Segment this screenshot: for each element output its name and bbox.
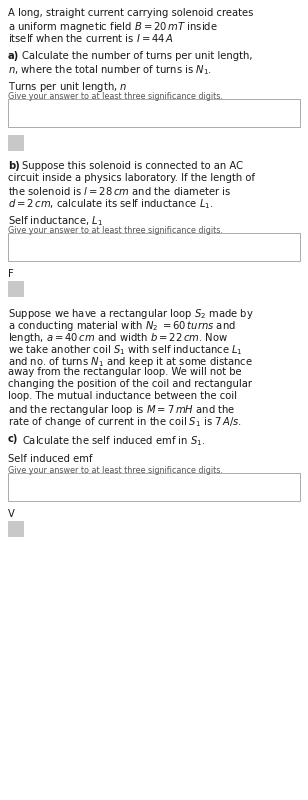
Text: a): a) xyxy=(8,51,19,62)
FancyBboxPatch shape xyxy=(8,473,300,501)
Text: away from the rectangular loop. We will not be: away from the rectangular loop. We will … xyxy=(8,367,241,378)
FancyBboxPatch shape xyxy=(8,234,300,261)
Text: Calculate the self induced emf in $S_1$.: Calculate the self induced emf in $S_1$. xyxy=(22,434,205,448)
Text: b): b) xyxy=(8,162,20,171)
Text: Suppose we have a rectangular loop $S_2$ made by: Suppose we have a rectangular loop $S_2$… xyxy=(8,307,254,321)
Text: Give your answer to at least three significance digits.: Give your answer to at least three signi… xyxy=(8,92,223,101)
Text: length, $a = 40\,cm$ and width $b = 22\,cm$. Now: length, $a = 40\,cm$ and width $b = 22\,… xyxy=(8,331,228,346)
FancyBboxPatch shape xyxy=(8,99,300,127)
Text: Self induced emf: Self induced emf xyxy=(8,454,92,463)
Text: rate of change of current in the coil $S_1$ is $7\,A/s$.: rate of change of current in the coil $S… xyxy=(8,415,242,429)
Text: the solenoid is $l = 28\,cm$ and the diameter is: the solenoid is $l = 28\,cm$ and the dia… xyxy=(8,186,231,198)
Text: and the rectangular loop is $M = 7\,mH$ and the: and the rectangular loop is $M = 7\,mH$ … xyxy=(8,403,236,418)
Text: $d = 2\,cm$, calculate its self inductance $L_1$.: $d = 2\,cm$, calculate its self inductan… xyxy=(8,198,213,211)
Text: V: V xyxy=(8,509,15,518)
FancyBboxPatch shape xyxy=(8,135,24,151)
Text: Give your answer to at least three significance digits.: Give your answer to at least three signi… xyxy=(8,226,223,235)
Text: Self inductance, $L_1$: Self inductance, $L_1$ xyxy=(8,214,103,228)
Text: circuit inside a physics laboratory. If the length of: circuit inside a physics laboratory. If … xyxy=(8,174,255,183)
Text: changing the position of the coil and rectangular: changing the position of the coil and re… xyxy=(8,379,252,389)
Text: Turns per unit length, $n$: Turns per unit length, $n$ xyxy=(8,80,128,94)
Text: and no. of turns $N_1$ and keep it at some distance: and no. of turns $N_1$ and keep it at so… xyxy=(8,355,253,370)
Text: we take another coil $S_1$ with self inductance $L_1$: we take another coil $S_1$ with self ind… xyxy=(8,343,243,357)
Text: c): c) xyxy=(8,434,18,444)
Text: Calculate the number of turns per unit length,: Calculate the number of turns per unit l… xyxy=(22,51,253,62)
Text: loop. The mutual inductance between the coil: loop. The mutual inductance between the … xyxy=(8,391,237,402)
Text: F: F xyxy=(8,269,14,279)
Text: a conducting material with $N_2\; = 60\,turns$ and: a conducting material with $N_2\; = 60\,… xyxy=(8,319,236,333)
Text: a uniform magnetic field $B = 20\,mT$ inside: a uniform magnetic field $B = 20\,mT$ in… xyxy=(8,20,218,34)
FancyBboxPatch shape xyxy=(8,282,24,297)
FancyBboxPatch shape xyxy=(8,521,24,537)
Text: $n$, where the total number of turns is $N_1$.: $n$, where the total number of turns is … xyxy=(8,63,212,77)
Text: Suppose this solenoid is connected to an AC: Suppose this solenoid is connected to an… xyxy=(22,162,243,171)
Text: itself when the current is $I = 44\,A$: itself when the current is $I = 44\,A$ xyxy=(8,32,174,44)
Text: A long, straight current carrying solenoid creates: A long, straight current carrying soleno… xyxy=(8,8,253,18)
Text: Give your answer to at least three significance digits.: Give your answer to at least three signi… xyxy=(8,466,223,474)
